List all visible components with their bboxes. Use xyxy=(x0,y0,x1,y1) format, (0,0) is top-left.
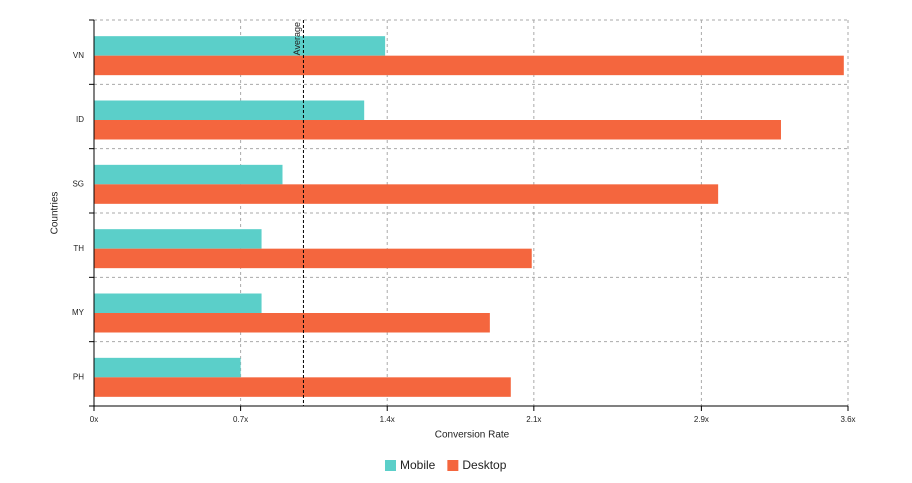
bar xyxy=(94,184,719,204)
legend-label: Mobile xyxy=(400,458,436,472)
x-tick-label: 3.6x xyxy=(840,415,855,424)
bar xyxy=(94,55,844,76)
legend-swatch xyxy=(385,460,396,471)
x-tick-label: 0x xyxy=(90,415,98,424)
bar xyxy=(94,229,262,249)
legend-swatch xyxy=(447,460,459,471)
bar xyxy=(94,377,511,397)
y-tick-label: SG xyxy=(72,179,84,188)
bar xyxy=(94,36,386,56)
x-tick-label: 1.4x xyxy=(380,415,395,424)
x-tick-label: 2.1x xyxy=(526,415,541,424)
y-axis-label: Countries xyxy=(50,192,61,235)
bar xyxy=(94,357,241,378)
bar xyxy=(94,313,490,333)
y-tick-label: VN xyxy=(73,51,84,60)
y-tick-label: TH xyxy=(73,244,84,253)
bar xyxy=(94,100,365,120)
bar xyxy=(94,293,262,313)
y-tick-label: PH xyxy=(73,372,84,381)
x-axis-label: Conversion Rate xyxy=(435,430,510,441)
x-tick-label: 2.9x xyxy=(694,415,709,424)
average-label: Average xyxy=(292,22,302,55)
bar xyxy=(94,164,283,185)
y-tick-label: MY xyxy=(72,308,85,317)
legend-label: Desktop xyxy=(462,458,506,472)
x-tick-label: 0.7x xyxy=(233,415,248,424)
bar xyxy=(94,248,532,269)
bar xyxy=(94,120,781,140)
y-tick-label: ID xyxy=(76,115,84,124)
